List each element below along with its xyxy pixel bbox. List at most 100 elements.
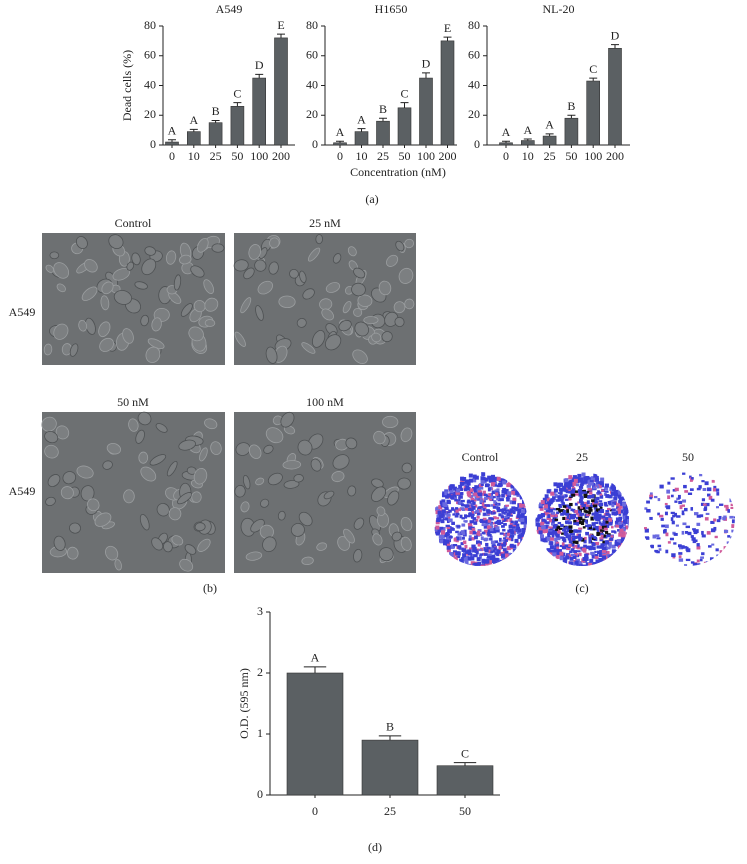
colony — [510, 537, 514, 542]
colony — [466, 500, 472, 504]
colony — [575, 540, 579, 545]
colony — [708, 495, 713, 500]
colony — [608, 517, 613, 522]
colony — [467, 552, 473, 556]
cell — [397, 477, 411, 490]
colony — [572, 555, 577, 559]
colony — [519, 495, 524, 500]
well-label: 25 — [576, 450, 588, 464]
colony — [593, 536, 598, 540]
colony — [574, 493, 580, 496]
colony — [496, 519, 501, 524]
colony — [469, 488, 474, 492]
colony — [696, 559, 700, 563]
x-tick-label: 0 — [337, 149, 343, 163]
cell — [140, 466, 157, 482]
colony — [572, 481, 577, 486]
colony — [552, 524, 557, 529]
colony — [484, 496, 488, 501]
colony — [602, 534, 606, 538]
colony — [599, 537, 604, 540]
colony — [719, 503, 724, 506]
cell — [53, 323, 69, 340]
colony — [592, 527, 596, 531]
colony — [568, 543, 572, 547]
colony — [591, 493, 595, 498]
colony — [488, 564, 493, 566]
colony — [581, 538, 585, 542]
cell — [338, 319, 352, 332]
colony — [581, 491, 586, 494]
bar — [436, 765, 494, 796]
colony — [670, 511, 675, 514]
colony — [445, 524, 450, 528]
colony — [463, 557, 468, 562]
colony — [499, 561, 504, 566]
colony — [494, 540, 499, 544]
colony — [438, 534, 443, 539]
cell — [43, 343, 53, 356]
colony — [619, 528, 624, 533]
colony — [618, 522, 622, 526]
colony — [464, 560, 469, 565]
colony — [698, 485, 702, 489]
significance-letter: A — [357, 112, 366, 126]
colony — [594, 521, 599, 525]
colony — [618, 516, 623, 521]
colony — [679, 505, 683, 510]
colony — [701, 534, 706, 538]
colony — [543, 528, 548, 533]
colony — [558, 509, 562, 513]
colony — [549, 541, 554, 546]
bar — [608, 48, 622, 146]
colony — [437, 528, 442, 533]
cell — [240, 501, 250, 513]
colony — [593, 505, 598, 510]
colony — [455, 536, 460, 541]
colony — [511, 490, 516, 495]
colony — [474, 549, 478, 554]
colony — [572, 561, 577, 566]
bar — [165, 141, 179, 146]
colony — [560, 498, 564, 503]
colony — [607, 500, 612, 504]
cell — [49, 251, 60, 260]
colony — [683, 507, 688, 512]
colony — [512, 523, 516, 527]
cell — [332, 253, 342, 264]
colony — [593, 513, 598, 517]
cell — [400, 536, 412, 551]
colony — [681, 545, 685, 549]
colony — [699, 473, 703, 477]
colony — [612, 487, 617, 492]
colony — [521, 539, 526, 544]
cell — [94, 512, 112, 527]
colony — [467, 556, 472, 561]
colony — [685, 558, 691, 562]
colony — [464, 544, 468, 549]
bar — [354, 131, 369, 146]
colony — [507, 491, 512, 496]
x-tick-label: 10 — [522, 149, 534, 163]
colony — [595, 483, 599, 487]
colony — [455, 490, 460, 495]
colony — [678, 545, 683, 550]
colony — [524, 527, 527, 532]
colony — [472, 546, 477, 551]
bar — [361, 739, 419, 796]
cell — [69, 343, 79, 357]
colony — [476, 515, 480, 519]
colony — [510, 554, 515, 559]
colony — [692, 528, 696, 531]
micrograph — [42, 233, 225, 365]
colony — [713, 518, 717, 522]
colony — [719, 551, 723, 555]
cell — [267, 472, 283, 486]
colony — [508, 514, 513, 517]
colony — [513, 550, 518, 555]
colony — [602, 540, 607, 544]
colony — [445, 539, 450, 544]
colony — [580, 501, 584, 506]
colony — [615, 512, 619, 516]
y-axis-label: Dead cells (%) — [120, 50, 134, 121]
